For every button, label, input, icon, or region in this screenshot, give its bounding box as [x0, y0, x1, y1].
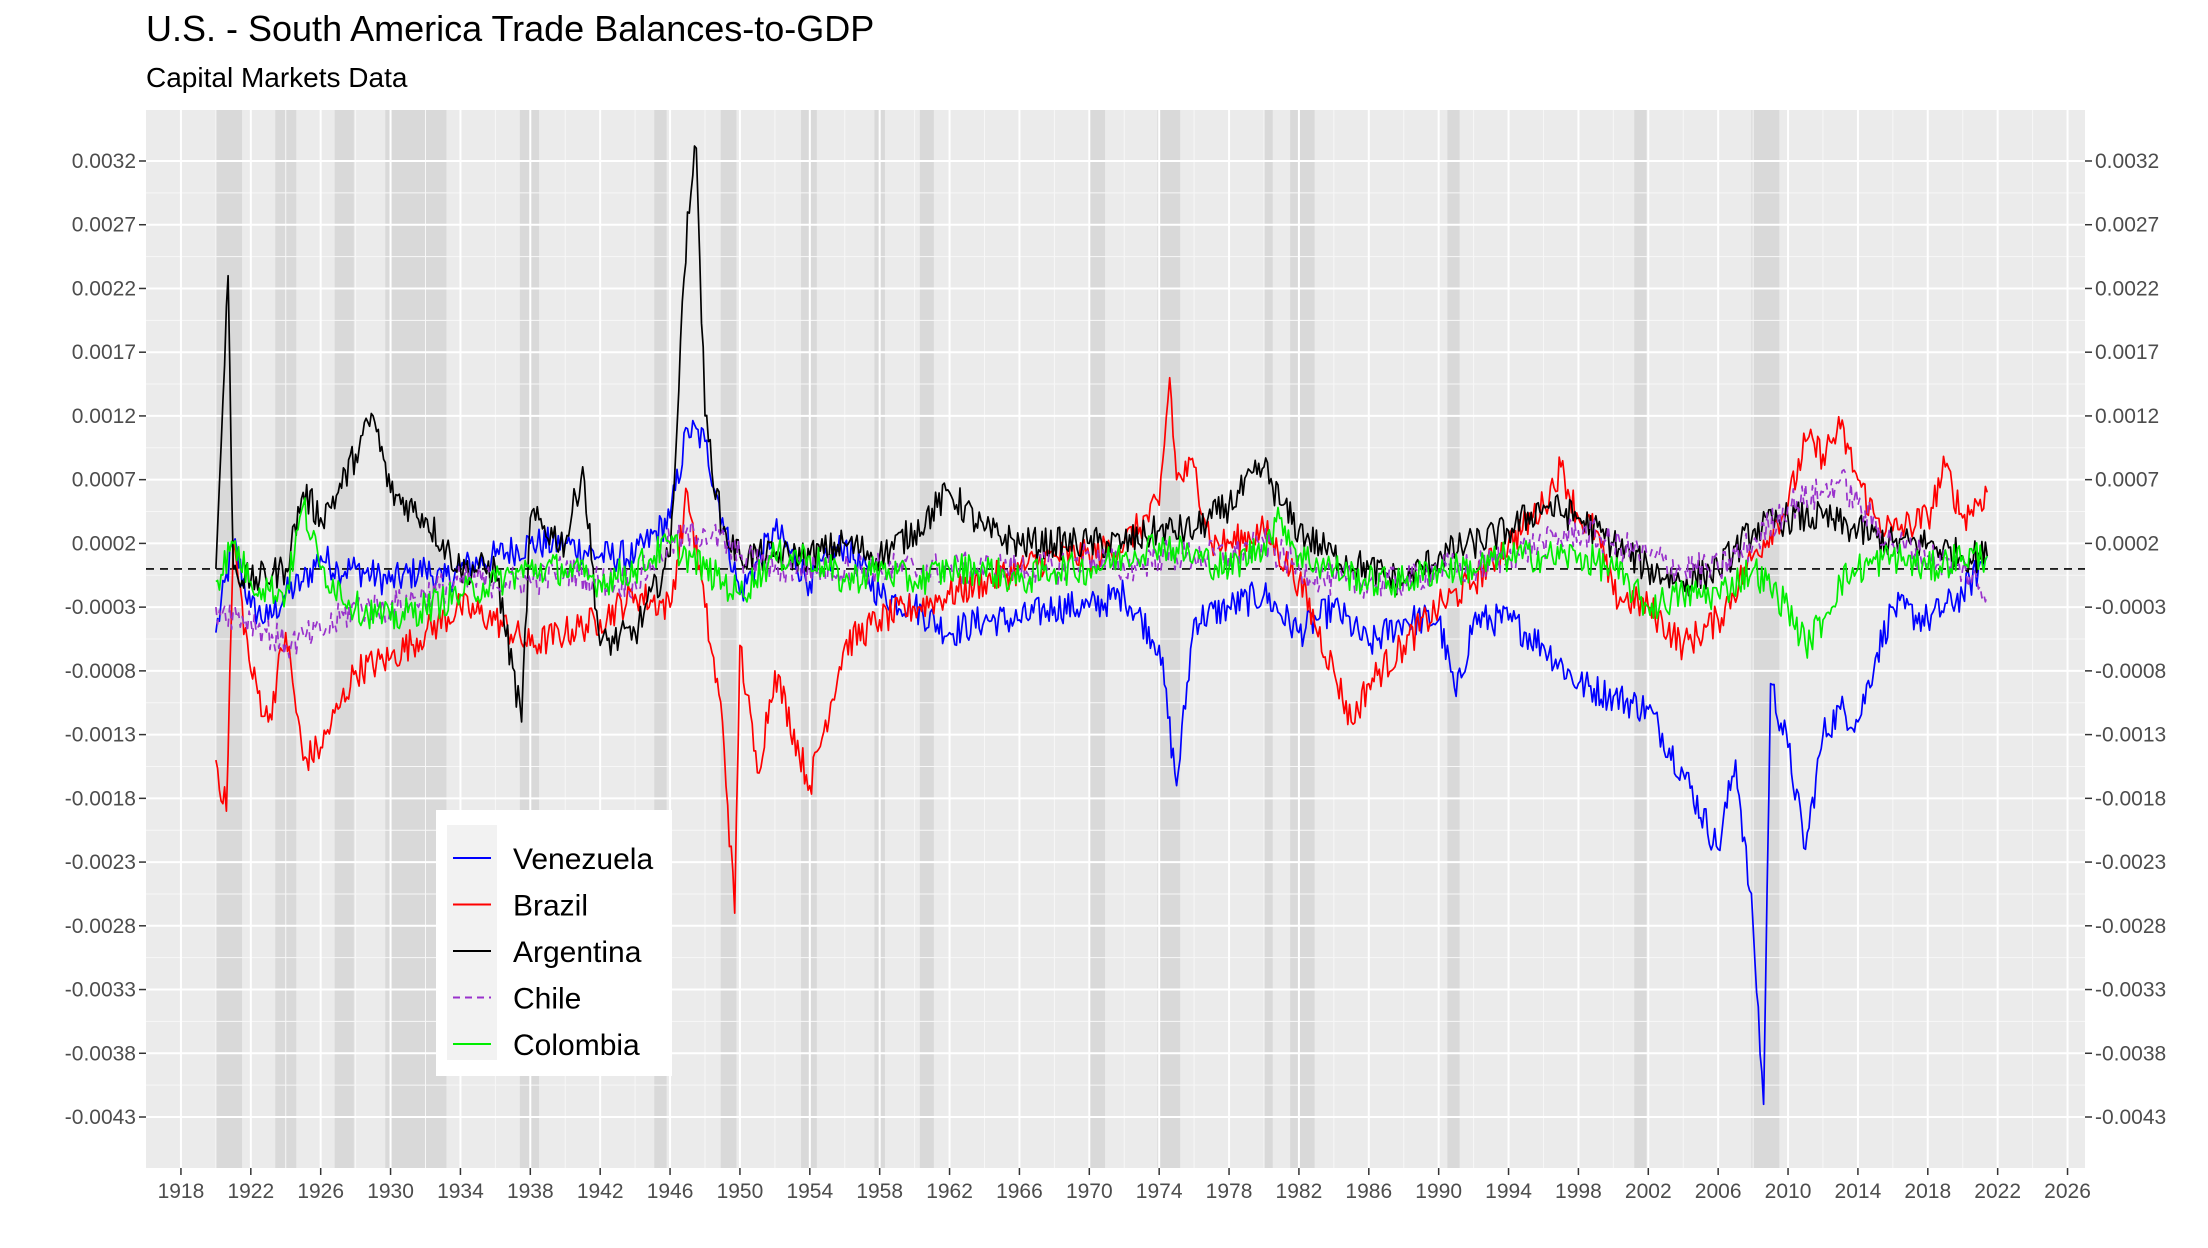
y-tick-label-right: -0.0043: [2095, 1106, 2166, 1129]
x-tick-label: 2002: [1625, 1180, 1672, 1203]
y-tick-label: -0.0038: [65, 1042, 136, 1065]
x-tick-label: 1922: [227, 1180, 274, 1203]
y-tick-label-right: -0.0018: [2095, 787, 2166, 810]
y-tick-label: -0.0008: [65, 660, 136, 683]
y-tick-label-right: 0.0027: [2095, 214, 2159, 237]
x-tick-label: 1950: [717, 1180, 764, 1203]
y-tick-label-right: -0.0028: [2095, 915, 2166, 938]
x-tick-label: 1986: [1345, 1180, 1392, 1203]
x-tick-label: 1946: [647, 1180, 694, 1203]
y-tick-label-right: -0.0023: [2095, 851, 2166, 874]
x-tick-label: 2014: [1835, 1180, 1882, 1203]
x-tick-label: 1934: [437, 1180, 484, 1203]
y-tick-label: -0.0043: [65, 1106, 136, 1129]
y-tick-label-right: 0.0022: [2095, 277, 2159, 300]
x-tick-label: 2026: [2044, 1180, 2091, 1203]
legend-label-chile: Chile: [513, 983, 581, 1016]
x-tick-label: 1930: [367, 1180, 414, 1203]
series-line-colombia: [215, 497, 1988, 659]
legend-key-background: [447, 825, 497, 1060]
y-tick-label-right: -0.0008: [2095, 660, 2166, 683]
y-axis-left: 0.0032 0.0027 0.0022 0.0017 0.0012 0.0007 0.00…: [65, 150, 146, 1129]
x-tick-label: 1994: [1485, 1180, 1532, 1203]
x-tick-label: 2010: [1765, 1180, 1812, 1203]
y-tick-label-right: -0.0003: [2095, 596, 2166, 619]
x-tick-label: 2006: [1695, 1180, 1742, 1203]
x-tick-label: 2022: [1974, 1180, 2021, 1203]
y-tick-label: -0.0028: [65, 915, 136, 938]
x-tick-label: 1990: [1415, 1180, 1462, 1203]
y-tick-label-right: -0.0013: [2095, 724, 2166, 747]
x-tick-label: 1974: [1136, 1180, 1183, 1203]
legend-label-venezuela: Venezuela: [513, 843, 653, 876]
legend: Venezuela Brazil Argentina Chile Colombia: [436, 810, 672, 1076]
y-tick-label: 0.0012: [72, 405, 136, 428]
x-tick-label: 1998: [1555, 1180, 1602, 1203]
legend-label-colombia: Colombia: [513, 1029, 640, 1062]
y-tick-label: -0.0033: [65, 979, 136, 1002]
x-tick-label: 1942: [577, 1180, 624, 1203]
y-tick-label: -0.0018: [65, 787, 136, 810]
x-tick-label: 1918: [158, 1180, 205, 1203]
x-axis: 1918 1922 1926 1930 1934 1938 1942 1946 1950 1954…: [158, 1168, 2091, 1203]
y-tick-label-right: 0.0032: [2095, 150, 2159, 173]
series-layer: [215, 145, 1989, 1106]
y-tick-label: 0.0022: [72, 277, 136, 300]
chart-subtitle: Capital Markets Data: [146, 62, 408, 93]
x-tick-label: 1970: [1066, 1180, 1113, 1203]
legend-entries: Venezuela Brazil Argentina Chile Colombia: [453, 843, 653, 1062]
y-axis-right: 0.0032 0.0027 0.0022 0.0017 0.0012 0.0007 0.00…: [2085, 150, 2166, 1129]
y-tick-label: 0.0007: [72, 469, 136, 492]
series-line-brazil: [215, 376, 1989, 914]
y-tick-label-right: 0.0017: [2095, 341, 2159, 364]
y-tick-label: -0.0013: [65, 724, 136, 747]
y-tick-label: -0.0003: [65, 596, 136, 619]
y-tick-label-right: -0.0038: [2095, 1042, 2166, 1065]
x-tick-label: 1958: [856, 1180, 903, 1203]
y-tick-label-right: 0.0002: [2095, 532, 2159, 555]
y-tick-label: 0.0032: [72, 150, 136, 173]
x-tick-label: 1982: [1276, 1180, 1323, 1203]
x-tick-label: 2018: [1904, 1180, 1951, 1203]
y-tick-label: 0.0027: [72, 214, 136, 237]
x-tick-label: 1926: [297, 1180, 344, 1203]
x-tick-label: 1978: [1206, 1180, 1253, 1203]
chart-title: U.S. - South America Trade Balances-to-G…: [146, 8, 875, 49]
y-tick-label: 0.0017: [72, 341, 136, 364]
x-tick-label: 1938: [507, 1180, 554, 1203]
y-tick-label-right: 0.0012: [2095, 405, 2159, 428]
x-tick-label: 1966: [996, 1180, 1043, 1203]
x-tick-label: 1954: [786, 1180, 833, 1203]
y-tick-label-right: 0.0007: [2095, 469, 2159, 492]
series-line-chile: [215, 468, 1989, 659]
legend-label-argentina: Argentina: [513, 936, 642, 969]
series-line-venezuela: [215, 419, 1988, 1106]
y-tick-label-right: -0.0033: [2095, 979, 2166, 1002]
legend-label-brazil: Brazil: [513, 890, 588, 923]
x-tick-label: 1962: [926, 1180, 973, 1203]
y-tick-label: -0.0023: [65, 851, 136, 874]
y-tick-label: 0.0002: [72, 532, 136, 555]
